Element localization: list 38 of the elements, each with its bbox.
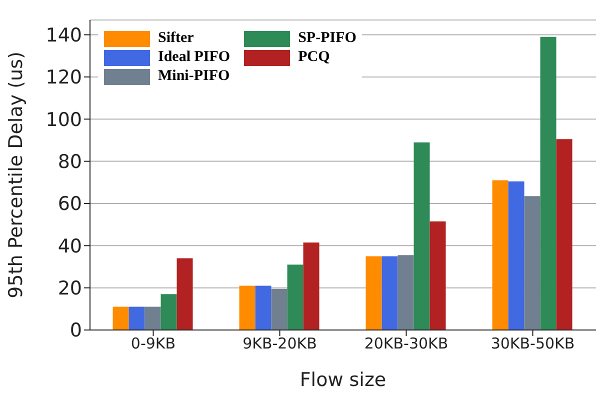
legend-label: Ideal PIFO — [158, 49, 230, 66]
bar — [382, 256, 398, 330]
bar — [144, 306, 161, 330]
x-tick-label: 9KB-20KB — [242, 334, 317, 353]
y-tick-label: 100 — [46, 108, 82, 131]
bar — [287, 264, 304, 330]
bar — [112, 306, 129, 330]
y-tick-label: 20 — [58, 278, 82, 300]
bar — [556, 139, 572, 330]
x-tick-label: 0-9KB — [130, 334, 176, 353]
bar — [524, 196, 540, 330]
bar — [271, 288, 288, 330]
bar — [255, 286, 272, 330]
legend-label: Mini-PIFO — [158, 68, 230, 85]
bar — [414, 142, 430, 330]
x-axis-title: Flow size — [300, 369, 386, 391]
x-tick-label: 30KB-50KB — [490, 334, 575, 353]
bar — [398, 255, 414, 330]
legend-label: SP-PIFO — [298, 30, 356, 47]
y-tick-label: 40 — [58, 235, 82, 258]
bar — [239, 286, 256, 330]
y-tick-label: 60 — [58, 193, 82, 216]
bar — [128, 306, 145, 330]
bar — [303, 242, 320, 330]
legend-label: PCQ — [298, 49, 330, 66]
bar — [492, 180, 508, 330]
bar — [366, 256, 382, 330]
y-tick-label: 80 — [58, 151, 82, 174]
y-tick-label: 140 — [46, 24, 82, 47]
bar — [160, 294, 177, 330]
legend-label: Sifter — [158, 30, 194, 47]
bar — [176, 258, 193, 330]
y-tick-label: 120 — [46, 66, 82, 89]
bar — [430, 221, 446, 330]
y-tick-label: 0 — [70, 320, 82, 342]
bar — [540, 36, 556, 330]
bar — [508, 181, 524, 330]
x-tick-label: 20KB-30KB — [364, 334, 448, 353]
